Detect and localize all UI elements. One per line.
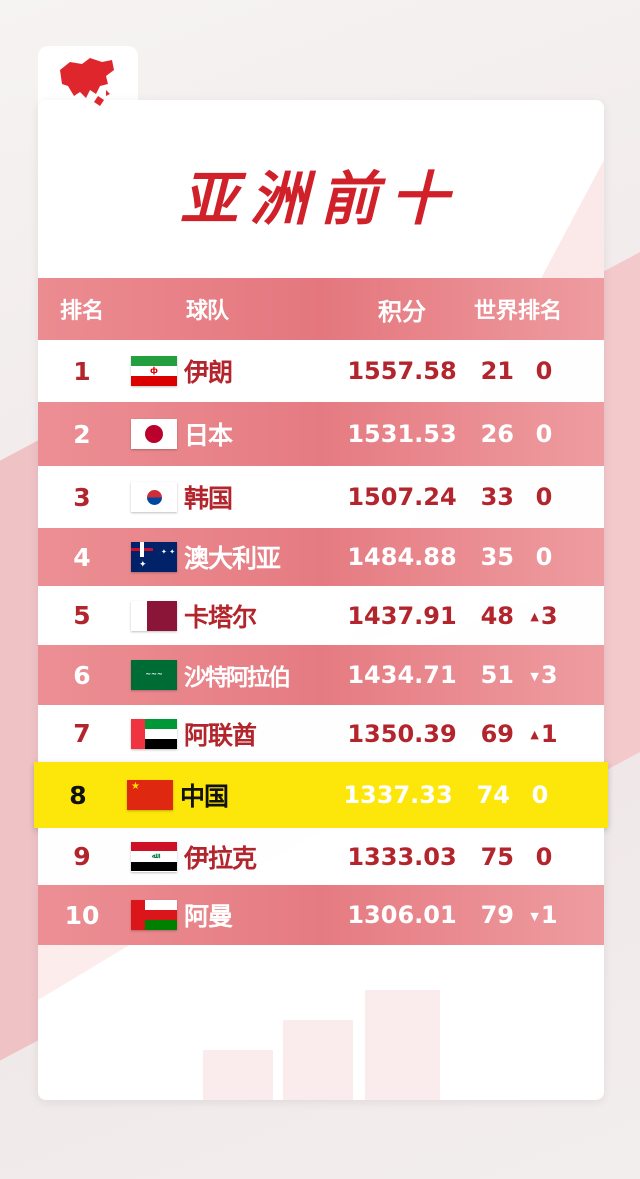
world-rank: 79: [480, 901, 514, 929]
iran-flag-icon: ф: [131, 356, 177, 386]
rank: 6: [73, 660, 91, 690]
page-title: 亚洲前十: [179, 165, 460, 233]
table-row: 4 ✦ ✦ ✦ 澳大利亚 1484.88 35 0: [38, 528, 604, 586]
points: 1434.71: [347, 661, 457, 689]
table-row: 5 卡塔尔 1437.91 48 ▲3: [38, 586, 604, 645]
world-rank: 26: [480, 420, 514, 448]
header-points: 积分: [378, 297, 426, 326]
uae-flag-icon: [131, 718, 177, 749]
rank: 3: [73, 482, 91, 512]
table-row: 1 ф 伊朗 1557.58 21 0: [38, 340, 604, 402]
table-header: 排名 球队 积分 世界排名: [38, 278, 604, 340]
table-row: 9 ﷲ 伊拉克 1333.03 75 0: [38, 828, 604, 885]
iraq-flag-icon: ﷲ: [131, 841, 177, 872]
points: 1557.58: [347, 357, 457, 385]
team-name: 沙特阿拉伯: [184, 665, 291, 691]
rank-change: 0: [535, 842, 553, 871]
rank-change: 0: [535, 543, 553, 571]
japan-flag-icon: [131, 419, 177, 449]
asia-map-icon: [60, 58, 114, 106]
table-row: 10 阿曼 1306.01 79 ▼1: [38, 885, 604, 945]
world-rank: 51: [480, 661, 514, 689]
rank: 4: [73, 542, 91, 572]
table-row: 2 日本 1531.53 26 0: [38, 402, 604, 466]
rank-change: 0: [535, 483, 553, 511]
table-row: 7 阿联酋 1350.39 69 ▲1: [38, 705, 604, 762]
points: 1437.91: [347, 601, 457, 630]
rank: 10: [64, 900, 100, 930]
world-rank: 74: [476, 781, 510, 809]
table-row: 3 韩国 1507.24 33 0: [38, 466, 604, 528]
world-rank: 35: [480, 543, 514, 571]
rank-change: 0: [531, 781, 549, 809]
world-rank: 33: [480, 483, 514, 511]
oman-flag-icon: [131, 900, 177, 930]
points: 1337.33: [343, 781, 453, 809]
points: 1350.39: [347, 719, 457, 748]
rank-change: ▼3: [530, 661, 558, 689]
points: 1484.88: [347, 543, 457, 571]
world-rank: 75: [480, 842, 514, 871]
arrow-down-icon: ▼: [530, 669, 539, 683]
rank: 8: [69, 780, 87, 810]
qatar-flag-icon: [131, 600, 177, 631]
rank: 1: [73, 356, 91, 386]
arrow-up-icon: ▲: [530, 610, 539, 623]
rank: 2: [73, 419, 91, 449]
table-row: 8 ★ 中国 1337.33 74 0: [34, 762, 608, 828]
team-name: 澳大利亚: [184, 544, 281, 573]
team-name: 韩国: [184, 484, 233, 513]
australia-flag-icon: ✦ ✦ ✦: [131, 542, 177, 572]
team-name: 中国: [180, 782, 229, 811]
rank: 5: [73, 601, 91, 630]
team-name: 卡塔尔: [184, 602, 257, 632]
china-flag-icon: ★: [127, 780, 173, 810]
header-world-rank: 世界排名: [473, 299, 562, 324]
header-rank: 排名: [59, 299, 104, 324]
points: 1306.01: [347, 901, 457, 929]
korea-flag-icon: [131, 482, 177, 512]
team-name: 伊朗: [184, 358, 233, 387]
team-name: 阿联酋: [184, 720, 257, 750]
team-name: 日本: [184, 421, 233, 450]
arrow-down-icon: ▼: [530, 909, 539, 923]
rank: 9: [73, 842, 91, 871]
saudi-flag-icon: ~~~: [131, 660, 177, 690]
team-name: 伊拉克: [184, 843, 257, 873]
arrow-up-icon: ▲: [530, 728, 539, 741]
points: 1333.03: [347, 842, 457, 871]
team-name: 阿曼: [184, 902, 233, 931]
world-rank: 21: [480, 357, 514, 385]
rank: 7: [73, 719, 91, 748]
world-rank: 48: [480, 601, 514, 630]
points: 1507.24: [347, 483, 457, 511]
rank-change: 0: [535, 420, 553, 448]
points: 1531.53: [347, 420, 457, 448]
rank-change: ▲1: [530, 719, 558, 748]
table-row: 6 ~~~ 沙特阿拉伯 1434.71 51 ▼3: [38, 645, 604, 705]
world-rank: 69: [480, 719, 514, 748]
header-team: 球队: [186, 299, 229, 324]
rank-change: ▲3: [530, 601, 558, 630]
rank-change: ▼1: [530, 901, 558, 929]
rank-change: 0: [535, 357, 553, 385]
